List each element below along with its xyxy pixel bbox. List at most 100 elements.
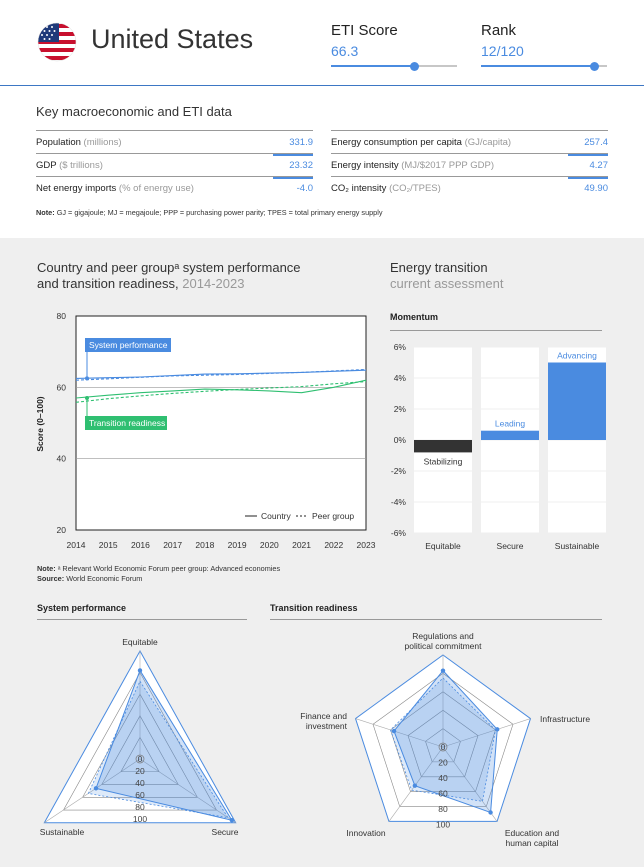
radar-axis-label: Secure — [212, 827, 239, 837]
radar-spoke — [442, 746, 498, 822]
radar-ring — [101, 715, 179, 785]
country-name: United States — [91, 24, 254, 54]
radar-ring — [82, 693, 198, 798]
rank-fill — [481, 65, 595, 67]
momentum-label: Momentum — [390, 312, 438, 322]
momentum-bar-label: Advancing — [557, 351, 597, 361]
system-radar-divider — [37, 619, 247, 620]
peer-system-performance-line — [75, 368, 367, 381]
transition-radar-chart: 0 20 40 60 80 100 Regulations and political com… — [300, 631, 590, 848]
radar-ring — [43, 649, 237, 824]
system-callout-dot — [85, 376, 89, 381]
key-data-row: GDP ($ trillions) 23.32 — [36, 153, 313, 176]
row-unit: (% of energy use) — [118, 183, 194, 194]
radar-spoke — [44, 758, 141, 824]
eti-score-fill — [331, 65, 415, 67]
key-data-row: Net energy imports (% of energy use) -4.… — [36, 176, 313, 199]
y-axis-label: Score (0–100) — [35, 396, 45, 451]
note-text: ᵃ Relevant World Economic Forum peer gro… — [57, 564, 281, 573]
rank-label: Rank — [481, 22, 517, 39]
x-tick-label: 2019 — [228, 540, 247, 550]
system-callout-box — [85, 338, 171, 352]
bar-y-tick-label: 2% — [394, 404, 407, 414]
key-data-row: Energy intensity (MJ/$2017 PPP GDP) 4.27 — [331, 153, 608, 176]
radar-center-marker — [438, 742, 448, 752]
transition-callout-box — [85, 416, 167, 430]
radar-peer-polygon — [390, 677, 496, 802]
x-tick-label: 2014 — [67, 540, 86, 550]
transition-radar-title: Transition readiness — [270, 603, 358, 613]
x-tick-label: 2016 — [131, 540, 150, 550]
y-tick-label: 60 — [57, 382, 67, 392]
radar-scale-label: 60 — [135, 790, 145, 800]
radar-axis-label: Infrastructure — [540, 714, 590, 724]
radar-scale-label: 0 — [138, 754, 143, 764]
radar-country-point — [391, 728, 397, 734]
bar-y-tick-label: 0% — [394, 435, 407, 445]
performance-line-chart: 80 60 40 20 2014 2015 2016 2017 2018 2019 2020 202… — [35, 311, 376, 550]
transition-title-main: Energy transition — [390, 260, 488, 275]
title-years: 2014-2023 — [182, 276, 245, 291]
radar-scale-label: 0 — [441, 742, 446, 752]
system-radar-title: System performance — [37, 603, 127, 613]
x-tick-label: 2022 — [324, 540, 343, 550]
chart-note: Note: ᵃ Relevant World Economic Forum pe… — [37, 564, 280, 573]
radar-country-point — [495, 727, 500, 732]
radar-scale-label: 80 — [438, 804, 448, 814]
row-unit: (GJ/capita) — [464, 137, 512, 148]
transition-callout-label: Transition readiness — [89, 418, 165, 428]
title-line-1: Country and peer groupᵃ system performan… — [37, 260, 301, 275]
radar-axis-label: Education and human capital — [505, 828, 560, 848]
x-tick-label: 2021 — [292, 540, 311, 550]
value-bar — [568, 154, 608, 156]
row-unit: (MJ/$2017 PPP GDP) — [401, 160, 494, 171]
momentum-bar-equitable — [414, 440, 472, 453]
x-tick-label: 2020 — [260, 540, 279, 550]
radar-country-polygon — [95, 669, 233, 822]
x-tick-label: 2017 — [163, 540, 182, 550]
momentum-bar-chart: Stabilizing Leading Advancing 6% 4% 2% 0% -2% -… — [391, 342, 606, 551]
peer-transition-readiness-line — [75, 381, 367, 403]
key-data-row: Population (millions) 331.9 — [36, 130, 313, 153]
rank-marker — [589, 61, 599, 71]
radar-ring — [354, 654, 532, 822]
radar-scale-label: 80 — [135, 802, 145, 812]
row-label: GDP — [36, 160, 57, 171]
eti-score-marker — [410, 61, 420, 71]
y-tick-label: 80 — [57, 311, 67, 321]
row-unit: (millions) — [83, 137, 122, 148]
title-line-2: and transition readiness, — [37, 276, 179, 291]
row-label: Energy consumption per capita — [331, 137, 462, 148]
radar-axis-label: Finance and investment — [300, 711, 347, 731]
radar-scale-label: 20 — [438, 758, 448, 768]
row-value: 49.90 — [584, 183, 608, 194]
radar-scale-label: 20 — [135, 766, 145, 776]
momentum-bar-label: Stabilizing — [424, 456, 463, 466]
radar-peer-polygon — [87, 680, 229, 819]
key-data-note: Note: GJ = gigajoule; MJ = megajoule; PP… — [36, 208, 383, 217]
us-flag-icon — [37, 22, 77, 62]
header: United States ETI Score 66.3 Rank 12/120 — [0, 0, 644, 86]
note-bold: Note: — [36, 208, 55, 217]
line-chart-legend: Country Peer group — [245, 511, 354, 521]
momentum-bar-secure — [481, 430, 539, 440]
row-unit: (CO₂/TPES) — [389, 183, 441, 194]
radar-country-point — [440, 668, 446, 673]
bar-y-tick-label: -6% — [391, 528, 407, 538]
radar-axis-label: Regulations and political commitment — [405, 631, 483, 651]
bar-category-label: Equitable — [425, 541, 461, 551]
row-value: 331.9 — [289, 137, 313, 148]
source-bold: Source: — [37, 574, 65, 583]
radar-country-point — [137, 668, 143, 673]
bar-y-tick-label: 4% — [394, 373, 407, 383]
row-value: 4.27 — [589, 160, 609, 171]
row-label: CO₂ intensity — [331, 183, 387, 194]
source-text: World Economic Forum — [66, 574, 143, 583]
y-tick-label: 40 — [57, 454, 67, 464]
radar-scale-label: 100 — [436, 820, 450, 830]
row-unit: ($ trillions) — [59, 160, 103, 171]
radar-ring — [407, 709, 479, 778]
radar-country-point — [93, 786, 99, 791]
rank-value: 12/120 — [481, 43, 524, 59]
value-bar — [568, 177, 608, 179]
